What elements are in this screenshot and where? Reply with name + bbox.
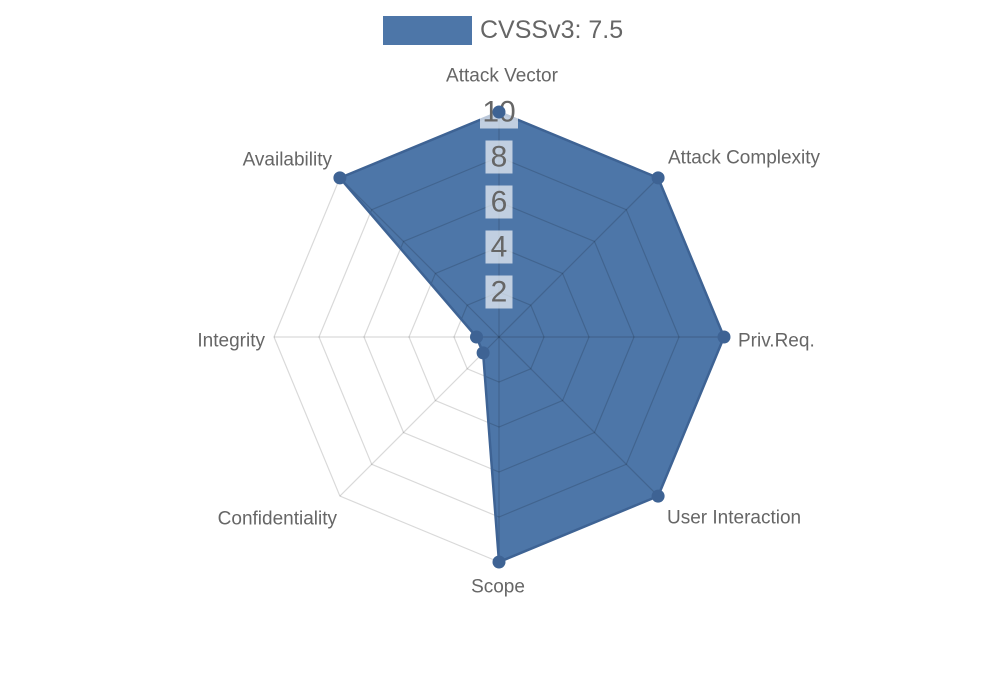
axis-label: Attack Vector (446, 66, 559, 87)
data-polygon[interactable] (339, 112, 724, 562)
radar-fill-layer (339, 112, 724, 562)
legend-swatch-icon (383, 16, 472, 45)
grid-ring (318, 156, 680, 518)
axis-label: Scope (471, 577, 525, 598)
data-point-marker[interactable] (492, 555, 506, 569)
tick-label: 4 (491, 231, 508, 264)
grid-spoke (498, 177, 659, 338)
tick-label: 6 (491, 186, 508, 219)
grid-ring (453, 291, 545, 383)
data-point-marker[interactable] (470, 330, 483, 344)
axis-label: Attack Complexity (668, 148, 821, 169)
data-point-marker[interactable] (717, 330, 731, 344)
radar-axis-label-layer: Attack Vector Attack Complexity Priv.Req. U… (197, 66, 820, 598)
tick-backdrop (485, 185, 513, 219)
legend-label: CVSSv3: 7.5 (480, 16, 624, 44)
axis-label: Availability (243, 150, 333, 171)
axis-label: User Interaction (667, 508, 801, 529)
grid-spoke (339, 336, 500, 497)
axis-label: Priv.Req. (738, 331, 815, 352)
data-point-marker[interactable] (476, 346, 490, 360)
axis-label: Integrity (197, 331, 265, 352)
tick-backdrop (485, 275, 513, 309)
axis-label: Confidentiality (218, 509, 338, 530)
grid-ring (408, 246, 590, 428)
legend[interactable]: CVSSv3: 7.5 (383, 16, 623, 45)
grid-ring (363, 201, 635, 473)
data-point-marker[interactable] (492, 105, 506, 119)
data-point-marker[interactable] (651, 489, 665, 503)
tick-label: 8 (491, 141, 508, 174)
tick-backdrop (485, 140, 513, 174)
data-point-marker[interactable] (333, 171, 347, 185)
tick-label: 2 (491, 276, 508, 309)
radar-marker-layer (333, 105, 731, 569)
grid-spoke (339, 177, 500, 338)
tick-backdrop (485, 230, 513, 264)
data-point-marker[interactable] (651, 171, 665, 185)
grid-spoke (498, 336, 659, 497)
radar-tick-layer: 246810 (480, 95, 518, 309)
